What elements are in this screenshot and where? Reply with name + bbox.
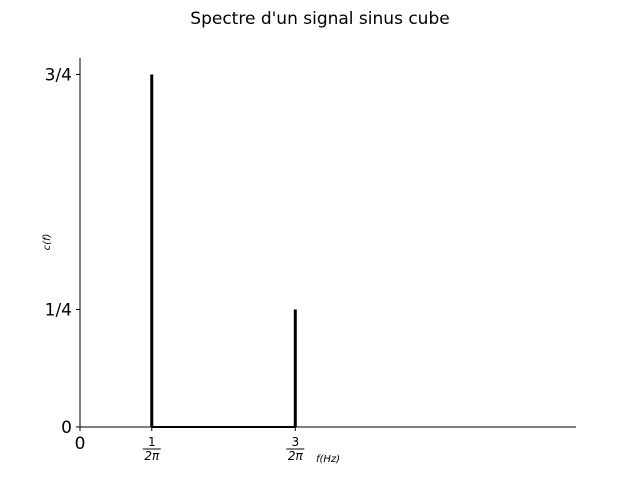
- x-tick-numerator: 1: [148, 435, 156, 449]
- x-tick-numerator: 3: [291, 435, 299, 449]
- y-tick-label: 1/4: [45, 300, 72, 320]
- x-tick-label: 0: [75, 434, 86, 454]
- x-tick-fraction: 32π: [286, 435, 305, 463]
- x-tick-denominator: 2π: [288, 449, 304, 463]
- y-tick-label: 0: [61, 418, 72, 438]
- chart-marks: [150, 74, 297, 428]
- y-tick-label: 3/4: [45, 65, 72, 85]
- x-tick-fraction: 12π: [142, 435, 161, 463]
- chart-title: Spectre d'un signal sinus cube: [190, 9, 449, 29]
- y-axis-label: c(f): [42, 234, 53, 251]
- x-axis-label: f(Hz): [316, 454, 340, 465]
- x-tick-denominator: 2π: [144, 449, 160, 463]
